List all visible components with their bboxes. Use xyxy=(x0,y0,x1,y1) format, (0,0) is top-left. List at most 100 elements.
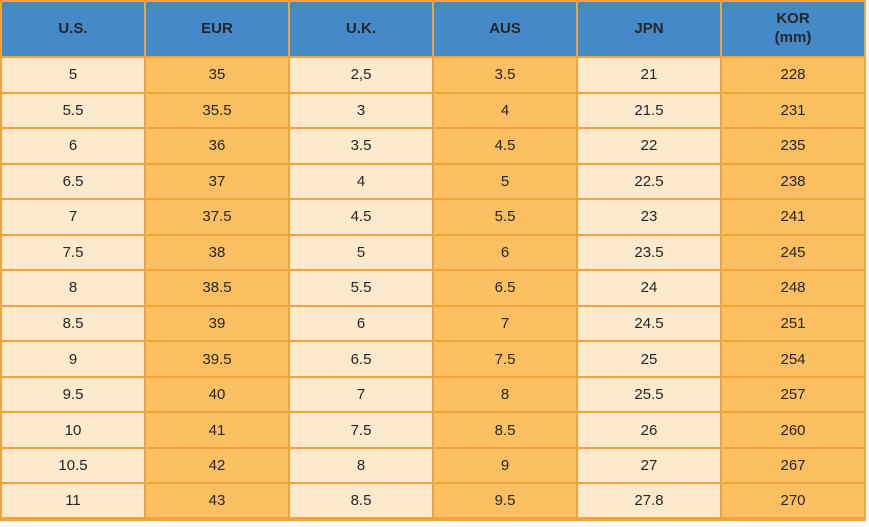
cell-uk: 7.5 xyxy=(288,411,434,449)
cell-uk: 4.5 xyxy=(288,198,434,236)
table-row: 10.5 42 8 9 27 267 xyxy=(0,446,866,485)
cell-aus: 3.5 xyxy=(432,56,578,94)
cell-kor: 248 xyxy=(720,269,866,307)
cell-jpn: 21 xyxy=(576,56,722,94)
column-header-jpn: JPN xyxy=(576,0,722,58)
cell-us: 10 xyxy=(0,411,146,449)
cell-kor: 228 xyxy=(720,56,866,94)
cell-jpn: 24 xyxy=(576,269,722,307)
cell-eur: 38 xyxy=(144,233,290,272)
table-row: 8 38.5 5.5 6.5 24 248 xyxy=(0,269,866,307)
table-body: 5 35 2,5 3.5 21 228 5.5 35.5 3 4 21.5 231 6 36 3.5 4.5 2… xyxy=(0,56,866,520)
cell-jpn: 26 xyxy=(576,411,722,449)
column-header-label: AUS xyxy=(489,19,521,37)
cell-eur: 42 xyxy=(144,446,290,485)
column-header-aus: AUS xyxy=(432,0,578,58)
cell-jpn: 25.5 xyxy=(576,375,722,414)
table-row: 5.5 35.5 3 4 21.5 231 xyxy=(0,91,866,130)
cell-jpn: 24.5 xyxy=(576,304,722,343)
cell-jpn: 27.8 xyxy=(576,482,722,520)
cell-uk: 3.5 xyxy=(288,127,434,165)
table-row: 6.5 37 4 5 22.5 238 xyxy=(0,162,866,201)
cell-eur: 39.5 xyxy=(144,340,290,378)
cell-kor: 241 xyxy=(720,198,866,236)
cell-uk: 5 xyxy=(288,233,434,272)
cell-eur: 41 xyxy=(144,411,290,449)
table-header: U.S. EUR U.K. AUS JPN KOR (mm) xyxy=(0,0,866,58)
cell-jpn: 27 xyxy=(576,446,722,485)
cell-aus: 8.5 xyxy=(432,411,578,449)
table-row: 9 39.5 6.5 7.5 25 254 xyxy=(0,340,866,378)
column-header-label: KOR xyxy=(776,10,810,28)
cell-aus: 4 xyxy=(432,91,578,130)
table-row: 8.5 39 6 7 24.5 251 xyxy=(0,304,866,343)
cell-uk: 8 xyxy=(288,446,434,485)
cell-kor: 235 xyxy=(720,127,866,165)
cell-kor: 267 xyxy=(720,446,866,485)
cell-aus: 6 xyxy=(432,233,578,272)
column-header-sublabel: (mm) xyxy=(774,29,812,46)
table-row: 7.5 38 5 6 23.5 245 xyxy=(0,233,866,272)
cell-uk: 5.5 xyxy=(288,269,434,307)
table-row: 5 35 2,5 3.5 21 228 xyxy=(0,56,866,94)
cell-aus: 9.5 xyxy=(432,482,578,520)
cell-us: 7 xyxy=(0,198,146,236)
cell-kor: 257 xyxy=(720,375,866,414)
cell-jpn: 21.5 xyxy=(576,91,722,130)
cell-kor: 231 xyxy=(720,91,866,130)
header-row: U.S. EUR U.K. AUS JPN KOR (mm) xyxy=(0,0,866,58)
column-header-label: EUR xyxy=(201,19,233,37)
cell-eur: 35.5 xyxy=(144,91,290,130)
cell-us: 5.5 xyxy=(0,91,146,130)
column-header-label: JPN xyxy=(634,19,664,37)
table-row: 10 41 7.5 8.5 26 260 xyxy=(0,411,866,449)
column-header-kor: KOR (mm) xyxy=(720,0,866,58)
cell-eur: 35 xyxy=(144,56,290,94)
cell-us: 8.5 xyxy=(0,304,146,343)
cell-eur: 38.5 xyxy=(144,269,290,307)
cell-uk: 6 xyxy=(288,304,434,343)
table-row: 9.5 40 7 8 25.5 257 xyxy=(0,375,866,414)
cell-uk: 4 xyxy=(288,162,434,201)
cell-us: 10.5 xyxy=(0,446,146,485)
cell-aus: 7.5 xyxy=(432,340,578,378)
cell-kor: 254 xyxy=(720,340,866,378)
cell-aus: 4.5 xyxy=(432,127,578,165)
cell-jpn: 23.5 xyxy=(576,233,722,272)
cell-eur: 43 xyxy=(144,482,290,520)
cell-us: 9 xyxy=(0,340,146,378)
cell-kor: 238 xyxy=(720,162,866,201)
table-row: 11 43 8.5 9.5 27.8 270 xyxy=(0,482,866,520)
cell-uk: 8.5 xyxy=(288,482,434,520)
cell-jpn: 23 xyxy=(576,198,722,236)
cell-kor: 260 xyxy=(720,411,866,449)
cell-eur: 40 xyxy=(144,375,290,414)
cell-jpn: 22 xyxy=(576,127,722,165)
cell-aus: 5 xyxy=(432,162,578,201)
cell-us: 9.5 xyxy=(0,375,146,414)
cell-kor: 251 xyxy=(720,304,866,343)
cell-kor: 245 xyxy=(720,233,866,272)
cell-us: 7.5 xyxy=(0,233,146,272)
column-header-uk: U.K. xyxy=(288,0,434,58)
cell-uk: 6.5 xyxy=(288,340,434,378)
cell-kor: 270 xyxy=(720,482,866,520)
cell-eur: 37.5 xyxy=(144,198,290,236)
cell-aus: 9 xyxy=(432,446,578,485)
column-header-label: U.S. xyxy=(58,19,88,37)
cell-us: 11 xyxy=(0,482,146,520)
cell-us: 6 xyxy=(0,127,146,165)
cell-eur: 36 xyxy=(144,127,290,165)
cell-aus: 5.5 xyxy=(432,198,578,236)
cell-us: 6.5 xyxy=(0,162,146,201)
cell-us: 5 xyxy=(0,56,146,94)
cell-us: 8 xyxy=(0,269,146,307)
table-row: 7 37.5 4.5 5.5 23 241 xyxy=(0,198,866,236)
cell-jpn: 22.5 xyxy=(576,162,722,201)
column-header-label: U.K. xyxy=(346,19,376,37)
cell-aus: 7 xyxy=(432,304,578,343)
column-header-us: U.S. xyxy=(0,0,146,58)
cell-aus: 6.5 xyxy=(432,269,578,307)
column-header-eur: EUR xyxy=(144,0,290,58)
